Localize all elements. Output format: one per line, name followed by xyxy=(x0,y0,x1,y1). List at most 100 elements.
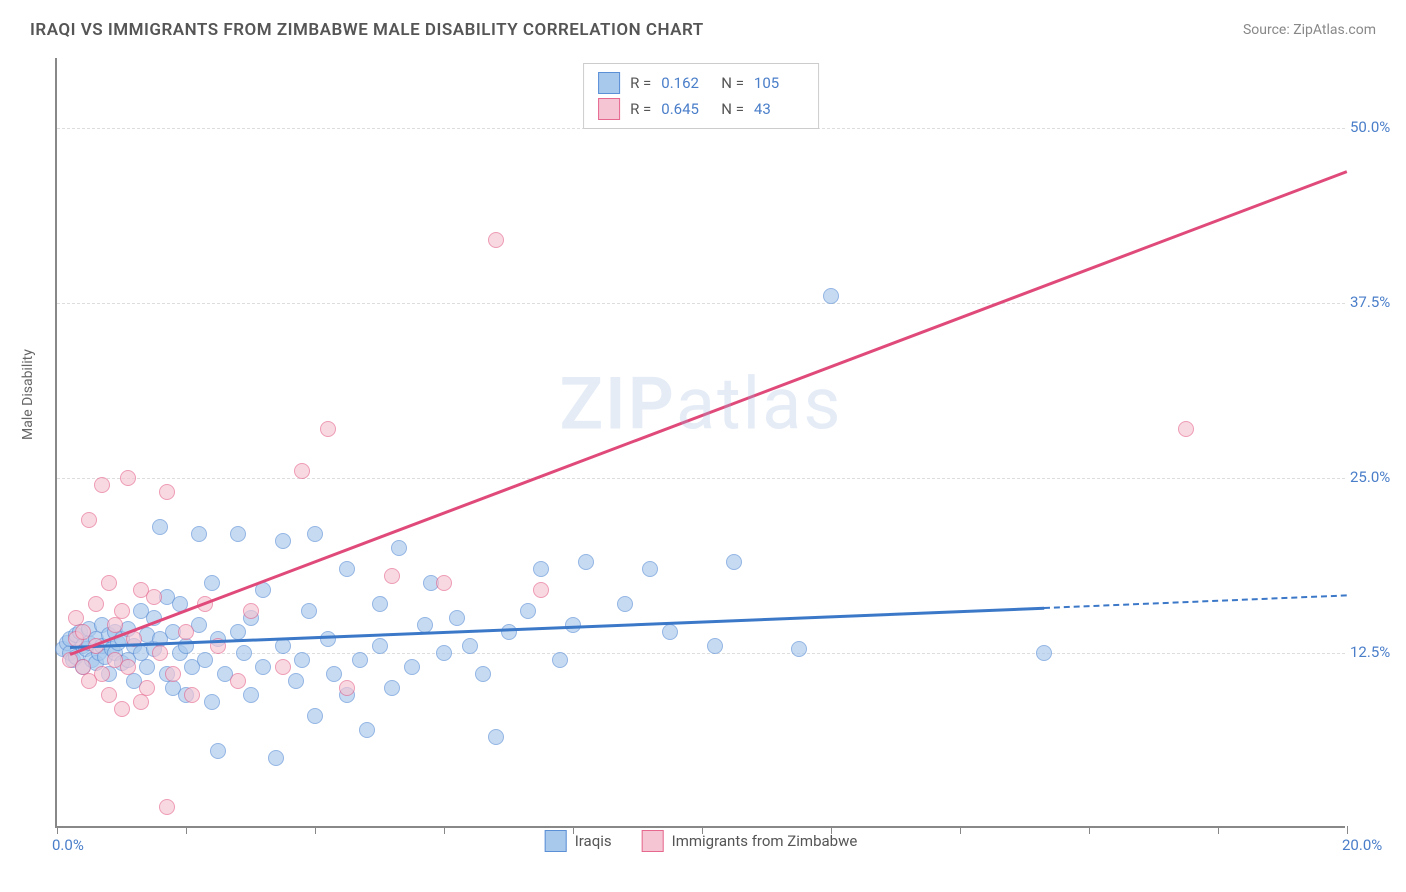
scatter-point xyxy=(326,666,342,682)
scatter-point xyxy=(488,729,504,745)
scatter-point xyxy=(791,641,807,657)
scatter-point xyxy=(436,575,452,591)
scatter-point xyxy=(1178,421,1194,437)
trend-line xyxy=(70,607,1044,649)
scatter-point xyxy=(94,666,110,682)
scatter-point xyxy=(359,722,375,738)
scatter-point xyxy=(191,526,207,542)
chart-title: IRAQI VS IMMIGRANTS FROM ZIMBABWE MALE D… xyxy=(30,20,704,40)
scatter-point xyxy=(436,645,452,661)
source-attribution: Source: ZipAtlas.com xyxy=(1243,22,1376,38)
legend-n-value: 43 xyxy=(754,100,804,118)
scatter-point xyxy=(152,645,168,661)
scatter-point xyxy=(533,582,549,598)
scatter-point xyxy=(75,624,91,640)
legend-stat-row: R = 0.645 N = 43 xyxy=(598,96,804,122)
scatter-point xyxy=(178,624,194,640)
scatter-point xyxy=(88,596,104,612)
legend-series-item: Iraqis xyxy=(545,830,612,852)
scatter-point xyxy=(288,673,304,689)
scatter-point xyxy=(139,659,155,675)
scatter-point xyxy=(275,638,291,654)
scatter-point xyxy=(268,750,284,766)
scatter-point xyxy=(501,624,517,640)
scatter-point xyxy=(184,687,200,703)
x-tick xyxy=(702,826,703,834)
chart-plot-area: ZIPatlas R = 0.162N = 105R = 0.645N = 43… xyxy=(55,58,1345,828)
scatter-point xyxy=(275,659,291,675)
legend-series-label: Immigrants from Zimbabwe xyxy=(672,832,858,850)
legend-swatch xyxy=(642,830,664,852)
scatter-point xyxy=(159,484,175,500)
scatter-point xyxy=(197,652,213,668)
legend-n-label: N = xyxy=(721,100,744,118)
y-tick-label: 12.5% xyxy=(1350,643,1405,661)
scatter-point xyxy=(101,687,117,703)
scatter-point xyxy=(642,561,658,577)
legend-r-value: 0.162 xyxy=(661,74,711,92)
correlation-legend: R = 0.162N = 105R = 0.645N = 43 xyxy=(583,63,819,129)
gridline-horizontal xyxy=(57,478,1345,479)
scatter-point xyxy=(617,596,633,612)
scatter-point xyxy=(384,680,400,696)
watermark: ZIPatlas xyxy=(559,361,842,446)
trend-line xyxy=(1044,594,1347,609)
legend-swatch xyxy=(598,72,620,94)
x-tick-label: 20.0% xyxy=(1342,836,1382,854)
scatter-point xyxy=(133,694,149,710)
scatter-point xyxy=(243,687,259,703)
x-tick xyxy=(444,826,445,834)
scatter-point xyxy=(707,638,723,654)
y-tick-label: 37.5% xyxy=(1350,293,1405,311)
x-tick xyxy=(573,826,574,834)
scatter-point xyxy=(533,561,549,577)
scatter-point xyxy=(475,666,491,682)
legend-r-label: R = xyxy=(630,100,651,118)
scatter-point xyxy=(462,638,478,654)
scatter-point xyxy=(372,638,388,654)
scatter-point xyxy=(449,610,465,626)
y-tick-label: 50.0% xyxy=(1350,118,1405,136)
scatter-point xyxy=(372,596,388,612)
scatter-point xyxy=(339,680,355,696)
scatter-point xyxy=(255,659,271,675)
legend-r-label: R = xyxy=(630,74,651,92)
legend-series-item: Immigrants from Zimbabwe xyxy=(642,830,858,852)
scatter-point xyxy=(230,526,246,542)
scatter-point xyxy=(230,673,246,689)
scatter-point xyxy=(120,659,136,675)
x-tick-label: 0.0% xyxy=(52,836,84,854)
x-tick xyxy=(1218,826,1219,834)
scatter-point xyxy=(159,799,175,815)
legend-n-label: N = xyxy=(721,74,744,92)
scatter-point xyxy=(404,659,420,675)
scatter-point xyxy=(339,561,355,577)
scatter-point xyxy=(307,526,323,542)
x-tick xyxy=(960,826,961,834)
scatter-point xyxy=(210,743,226,759)
scatter-point xyxy=(391,540,407,556)
scatter-point xyxy=(823,288,839,304)
scatter-point xyxy=(307,708,323,724)
scatter-point xyxy=(520,603,536,619)
scatter-point xyxy=(107,617,123,633)
x-tick xyxy=(315,826,316,834)
scatter-point xyxy=(275,533,291,549)
scatter-point xyxy=(165,666,181,682)
scatter-point xyxy=(81,512,97,528)
scatter-point xyxy=(294,652,310,668)
x-tick xyxy=(1089,826,1090,834)
scatter-point xyxy=(662,624,678,640)
trend-line xyxy=(69,170,1347,655)
x-tick xyxy=(1347,826,1348,834)
legend-r-value: 0.645 xyxy=(661,100,711,118)
scatter-point xyxy=(230,624,246,640)
scatter-point xyxy=(488,232,504,248)
scatter-point xyxy=(114,603,130,619)
legend-stat-row: R = 0.162N = 105 xyxy=(598,70,804,96)
scatter-point xyxy=(146,589,162,605)
scatter-point xyxy=(139,680,155,696)
scatter-point xyxy=(101,575,117,591)
scatter-point xyxy=(320,631,336,647)
scatter-point xyxy=(94,477,110,493)
